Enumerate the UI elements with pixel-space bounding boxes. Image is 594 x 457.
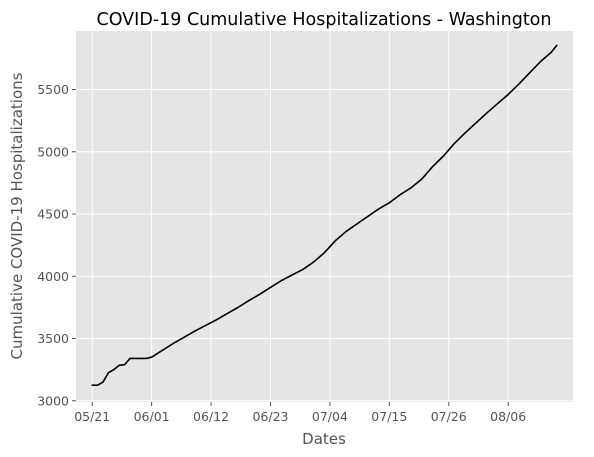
y-axis-ticks: 3000 3500 4000 4500 5000 5500: [37, 82, 76, 408]
x-tick-label: 08/06: [490, 409, 526, 424]
x-tick-label: 06/01: [134, 409, 170, 424]
x-axis-title: Dates: [302, 430, 346, 448]
y-gridlines: [76, 89, 573, 402]
x-tick-label: 06/23: [252, 409, 288, 424]
y-tick-label: 3500: [37, 331, 69, 346]
y-tick-label: 4000: [37, 269, 69, 284]
y-tick-label: 5000: [37, 144, 69, 159]
plot-area: [76, 31, 573, 402]
x-tick-label: 06/12: [193, 409, 229, 424]
x-tick-label: 07/26: [431, 409, 467, 424]
series-line-0: [91, 44, 558, 386]
x-axis-ticks: 05/21 06/01 06/12 06/23 07/04 07/15 07/26 08/06: [74, 402, 526, 424]
x-tick-label: 05/21: [74, 409, 110, 424]
x-gridlines: [91, 31, 509, 402]
y-tick-label: 5500: [37, 82, 69, 97]
y-tick-label: 3000: [37, 393, 69, 408]
series-layer: [91, 44, 558, 386]
x-tick-label: 07/04: [312, 409, 348, 424]
chart-title: COVID-19 Cumulative Hospitalizations - W…: [97, 10, 552, 30]
y-tick-label: 4500: [37, 207, 69, 222]
x-tick-label: 07/15: [371, 409, 407, 424]
y-axis-title: Cumulative COVID-19 Hospitalizations: [8, 72, 26, 359]
